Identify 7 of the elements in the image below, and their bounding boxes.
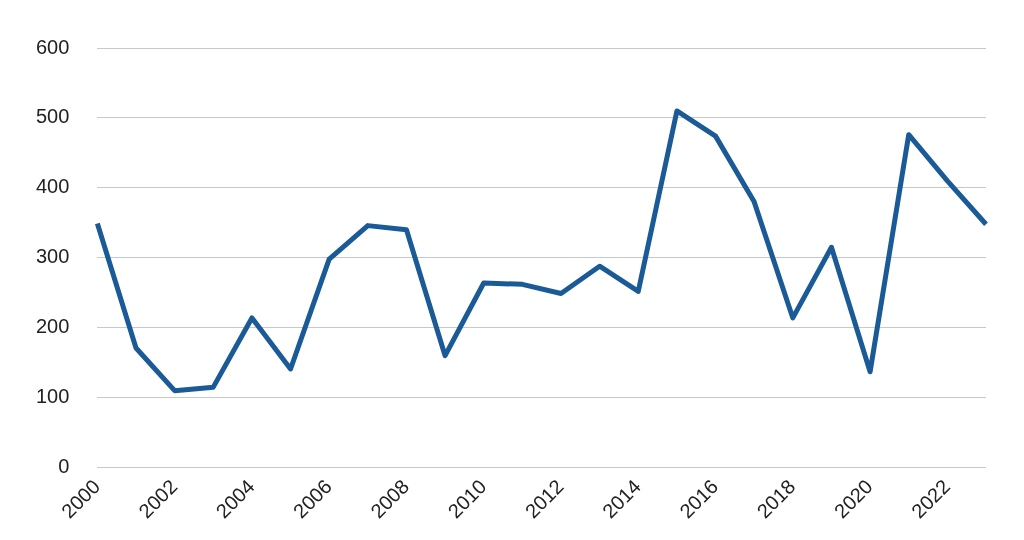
y-tick-label: 100 <box>35 385 70 408</box>
y-tick-label: 600 <box>35 35 70 58</box>
y-tick-label: 300 <box>35 245 70 268</box>
y-tick-label: 200 <box>35 315 70 338</box>
y-tick-label: 400 <box>35 175 70 198</box>
y-tick-label: 500 <box>35 105 70 128</box>
y-tick-label: 0 <box>58 455 70 478</box>
